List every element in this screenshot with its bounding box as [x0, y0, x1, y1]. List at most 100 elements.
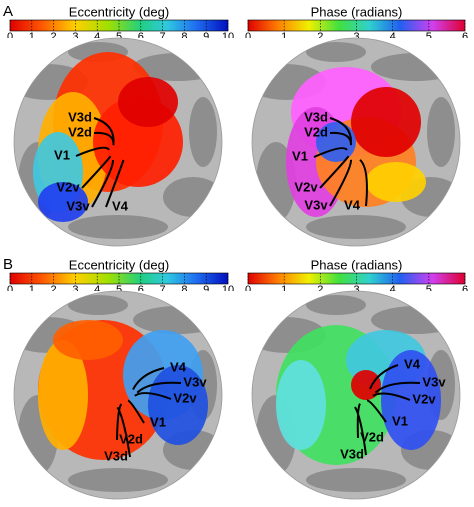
tick-label: 4 [94, 31, 100, 43]
tick-label: 1 [29, 31, 35, 43]
activation [276, 360, 326, 450]
area-boundary [105, 159, 125, 208]
area-label: V2d [360, 429, 384, 444]
area-boundary [329, 131, 353, 146]
activation [38, 182, 88, 222]
sulcus [68, 295, 128, 315]
area-boundary [369, 364, 399, 390]
tick-label: 0 [7, 284, 13, 296]
area-label: V2v [412, 391, 436, 406]
tick-label: 5 [426, 284, 432, 296]
area-label: V2d [119, 431, 143, 446]
tick-label: 1 [29, 284, 35, 296]
area-boundary [132, 367, 165, 391]
map-outline [251, 290, 461, 500]
area-label: V1 [392, 413, 408, 428]
tick-label: 2 [51, 31, 57, 43]
tick-label: 3 [353, 284, 359, 296]
tick-label: 8 [181, 31, 187, 43]
area-boundary [329, 159, 352, 207]
area-boundary [354, 406, 367, 456]
tick-label: 3 [72, 284, 78, 296]
map-outline [13, 37, 223, 247]
area-boundary [319, 155, 350, 189]
activation [53, 320, 123, 360]
sulcus [306, 295, 366, 315]
area-label: V2d [304, 124, 328, 139]
area-boundary [116, 406, 131, 458]
tick-label: 3 [72, 31, 78, 43]
tick-label: 2 [51, 284, 57, 296]
tick-label: 5 [116, 31, 122, 43]
area-boundary [136, 381, 182, 394]
area-label: V3v [66, 198, 90, 213]
tick-label: 9 [203, 31, 209, 43]
area-label: V1 [150, 414, 166, 429]
tick-label: 4 [390, 31, 396, 43]
panel-label: A [3, 3, 13, 20]
area-label: V4 [112, 198, 129, 213]
area-boundary [366, 399, 387, 423]
tick-label: 3 [353, 31, 359, 43]
activation [366, 162, 426, 202]
area-label: V2v [294, 179, 318, 194]
tick-label: 4 [390, 284, 396, 296]
tick-label: 6 [462, 284, 468, 296]
area-boundary [81, 155, 112, 189]
colorbar-title: Phase (radians) [311, 257, 403, 272]
area-boundary [134, 392, 172, 400]
activation [148, 365, 208, 445]
tick-label: 1 [281, 284, 287, 296]
map-outline [13, 290, 223, 500]
tick-label: 2 [317, 31, 323, 43]
area-boundary [313, 147, 348, 158]
activation [381, 350, 441, 450]
tick-label: 7 [160, 31, 166, 43]
area-boundary [127, 399, 145, 424]
map-outline [251, 37, 461, 247]
tick-label: 0 [245, 284, 251, 296]
sulcus [68, 215, 168, 239]
area-boundary [116, 403, 123, 441]
tick-label: 6 [138, 284, 144, 296]
tick-label: 9 [203, 284, 209, 296]
activation [38, 340, 88, 450]
area-boundary [359, 159, 368, 207]
tick-label: 1 [281, 31, 287, 43]
area-label: V3d [68, 109, 92, 124]
area-label: V4 [344, 197, 361, 212]
sulcus [68, 468, 168, 492]
tick-label: 0 [7, 31, 13, 43]
area-label: V3d [304, 109, 328, 124]
area-label: V3v [304, 197, 328, 212]
area-label: V2d [68, 124, 92, 139]
tick-label: 0 [245, 31, 251, 43]
tick-label: 6 [462, 31, 468, 43]
tick-label: 6 [138, 31, 144, 43]
area-label: V3d [104, 448, 128, 463]
area-boundary [93, 131, 115, 146]
tick-label: 2 [317, 284, 323, 296]
area-label: V3v [422, 374, 446, 389]
activation [351, 370, 381, 400]
tick-label: 4 [94, 284, 100, 296]
area-label: V4 [170, 359, 187, 374]
area-label: V4 [404, 356, 421, 371]
sulcus [306, 468, 406, 492]
colorbar-title: Phase (radians) [311, 4, 403, 19]
area-label: V3d [340, 446, 364, 461]
area-label: V3v [183, 374, 207, 389]
sulcus [306, 42, 366, 62]
area-boundary [75, 146, 110, 157]
panel-label: B [3, 256, 13, 273]
area-label: V1 [292, 148, 308, 163]
area-boundary [374, 381, 421, 394]
activation [118, 77, 178, 127]
tick-label: 5 [426, 31, 432, 43]
colorbar-title: Eccentricity (deg) [69, 4, 169, 19]
sulcus [189, 97, 217, 167]
brain-map [14, 291, 222, 499]
sulcus [427, 97, 455, 167]
